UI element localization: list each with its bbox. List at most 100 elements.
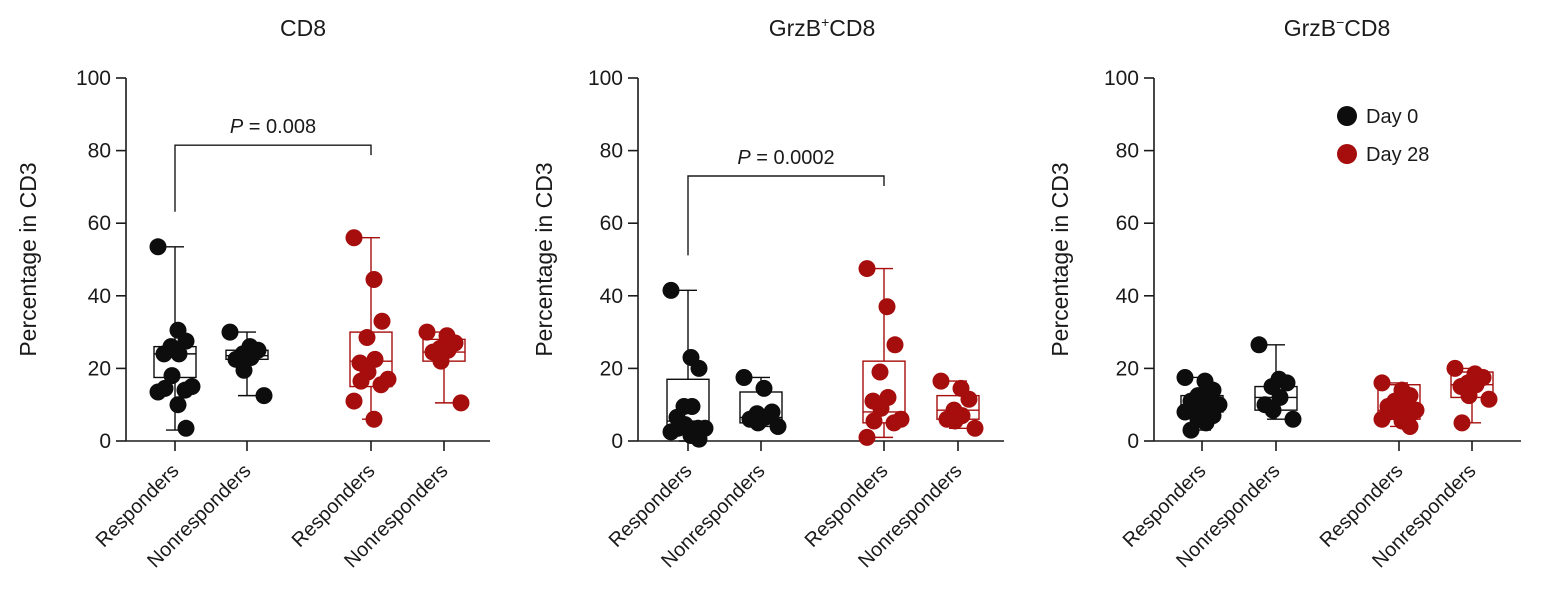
group-1 bbox=[662, 281, 714, 448]
data-point bbox=[373, 312, 391, 330]
data-point bbox=[163, 367, 181, 385]
data-point bbox=[149, 238, 167, 256]
data-point bbox=[155, 345, 173, 363]
data-point bbox=[1264, 401, 1282, 419]
group-3 bbox=[858, 260, 910, 446]
data-point bbox=[149, 383, 167, 401]
data-point bbox=[1176, 403, 1194, 421]
y-tick-label: 80 bbox=[1116, 140, 1139, 163]
y-tick-label: 40 bbox=[88, 285, 111, 308]
legend-label: Day 28 bbox=[1366, 144, 1429, 166]
y-tick-label: 60 bbox=[88, 212, 111, 235]
data-point bbox=[1446, 359, 1464, 377]
p-symbol: P bbox=[230, 116, 244, 138]
data-point bbox=[690, 430, 708, 448]
data-point bbox=[169, 396, 187, 414]
box-iqr bbox=[862, 360, 906, 424]
legend: Day 0 Day 28 bbox=[1337, 106, 1429, 166]
data-point bbox=[372, 376, 390, 394]
data-point bbox=[1197, 414, 1215, 432]
data-point bbox=[1453, 414, 1471, 432]
significance-bracket bbox=[687, 175, 885, 256]
data-point bbox=[452, 394, 470, 412]
data-point bbox=[432, 352, 450, 370]
group-1 bbox=[1176, 368, 1228, 439]
y-tick-label: 0 bbox=[99, 430, 111, 453]
y-tick-label: 20 bbox=[1116, 357, 1139, 380]
data-point bbox=[242, 349, 260, 367]
data-point bbox=[221, 323, 239, 341]
data-point bbox=[176, 381, 194, 399]
data-point bbox=[872, 399, 890, 417]
data-point bbox=[1271, 388, 1289, 406]
p-value: = 0.008 bbox=[243, 116, 316, 138]
group-4 bbox=[1446, 359, 1498, 432]
y-tick-label: 0 bbox=[1127, 430, 1139, 453]
data-point bbox=[865, 412, 883, 430]
data-point bbox=[885, 414, 903, 432]
y-tick-label: 40 bbox=[1116, 285, 1139, 308]
title-text: GrzB bbox=[1284, 15, 1336, 41]
data-point bbox=[858, 260, 876, 278]
data-point bbox=[755, 379, 773, 397]
y-tick-label: 0 bbox=[611, 430, 623, 453]
data-point bbox=[1401, 417, 1419, 435]
data-point bbox=[170, 345, 188, 363]
y-axis-label: Percentage in CD3 bbox=[531, 162, 557, 356]
data-point bbox=[1176, 368, 1194, 386]
data-point bbox=[1373, 410, 1391, 428]
data-point bbox=[365, 270, 383, 288]
legend-marker bbox=[1337, 106, 1357, 126]
data-point bbox=[365, 410, 383, 428]
panel-title: GrzB+CD8 bbox=[769, 14, 876, 41]
data-point bbox=[1250, 336, 1268, 354]
y-tick-label: 60 bbox=[1116, 212, 1139, 235]
data-point bbox=[749, 414, 767, 432]
significance-bracket bbox=[174, 144, 372, 212]
data-point bbox=[886, 336, 904, 354]
panel-title: GrzB−CD8 bbox=[1284, 14, 1391, 41]
y-tick-label: 100 bbox=[76, 67, 111, 90]
title-superscript: − bbox=[1336, 14, 1344, 30]
data-point bbox=[366, 350, 384, 368]
data-point bbox=[235, 361, 253, 379]
data-point bbox=[878, 298, 896, 316]
group-3 bbox=[345, 229, 397, 428]
p-value-label: P = 0.008 bbox=[230, 116, 316, 138]
data-point bbox=[960, 390, 978, 408]
data-point bbox=[735, 368, 753, 386]
group-2 bbox=[1250, 336, 1302, 428]
p-value-label: P = 0.0002 bbox=[737, 147, 834, 169]
group-3 bbox=[1373, 374, 1425, 435]
p-value: = 0.0002 bbox=[751, 147, 835, 169]
data-point bbox=[177, 332, 195, 350]
data-point bbox=[966, 419, 984, 437]
group-2 bbox=[735, 368, 787, 435]
y-tick-label: 100 bbox=[1104, 67, 1139, 90]
data-point bbox=[946, 412, 964, 430]
y-tick-label: 60 bbox=[600, 212, 623, 235]
y-axis-label: Percentage in CD3 bbox=[15, 162, 41, 356]
data-point bbox=[1182, 421, 1200, 439]
data-point bbox=[177, 419, 195, 437]
data-point bbox=[1278, 374, 1296, 392]
data-point bbox=[858, 428, 876, 446]
legend-marker bbox=[1337, 144, 1357, 164]
data-point bbox=[352, 372, 370, 390]
title-text: CD8 bbox=[829, 15, 875, 41]
group-2 bbox=[221, 323, 273, 405]
group-4 bbox=[932, 372, 984, 437]
data-point bbox=[932, 372, 950, 390]
y-tick-label: 80 bbox=[600, 140, 623, 163]
p-symbol: P bbox=[737, 147, 751, 169]
legend-label: Day 0 bbox=[1366, 106, 1418, 128]
y-tick-label: 80 bbox=[88, 140, 111, 163]
title-superscript: + bbox=[821, 14, 829, 30]
panel-title: CD8 bbox=[280, 15, 326, 41]
y-tick-label: 20 bbox=[88, 357, 111, 380]
